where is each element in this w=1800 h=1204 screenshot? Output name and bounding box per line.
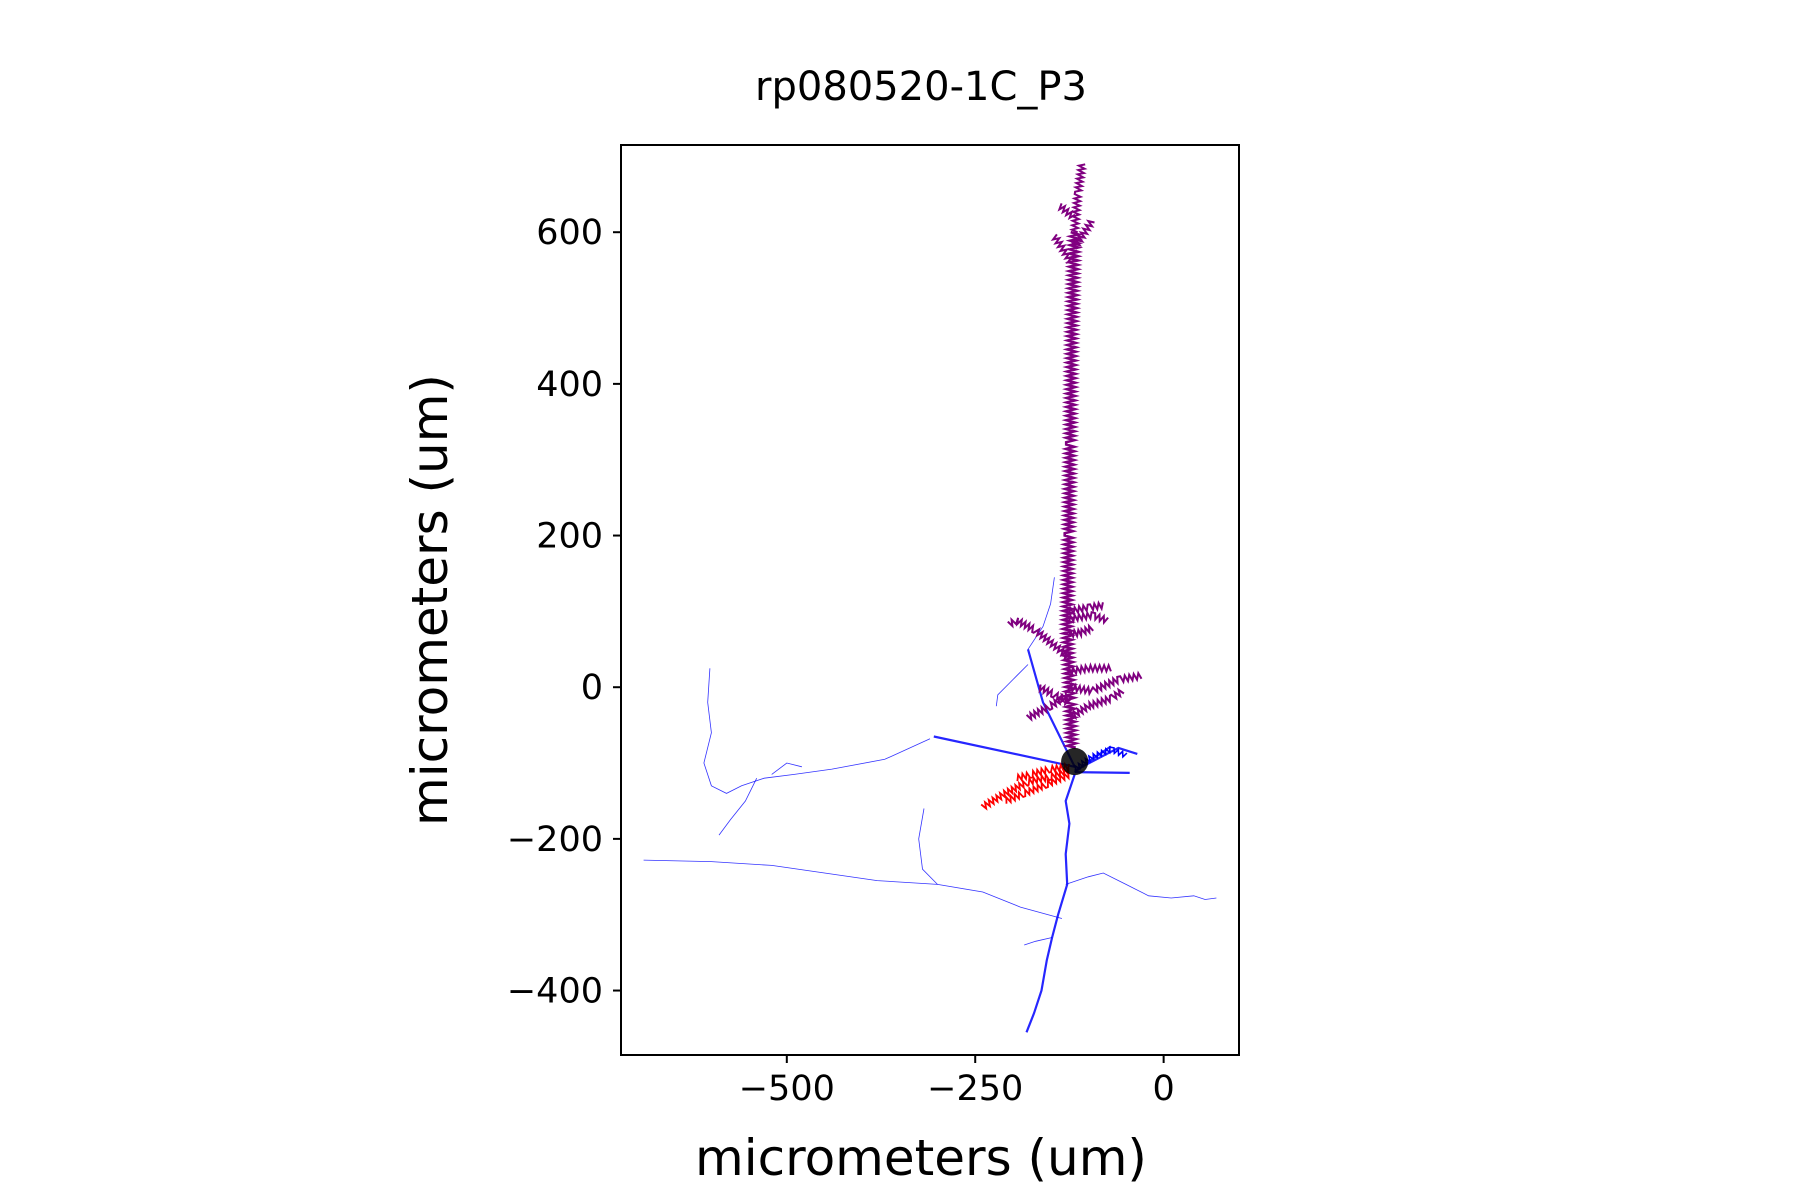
apical-dendrite-10: [1067, 670, 1143, 697]
y-tick-label: 0: [581, 668, 603, 708]
axon-thin-branch-5: [718, 778, 758, 836]
x-tick-label: 0: [1152, 1069, 1174, 1109]
axon-main-branch-0: [1025, 774, 1076, 1033]
apical-dendrite-3: [1071, 219, 1095, 250]
soma: [1061, 747, 1089, 776]
apical-dendrite-1: [1069, 163, 1088, 234]
chart-title: rp080520-1C_P3: [755, 64, 1087, 110]
basal-dendrite-1: [1005, 771, 1070, 805]
axon-thin-branch-7: [1065, 872, 1217, 900]
axon-main-branch-4: [1074, 771, 1130, 774]
apical-trunk: [1058, 230, 1084, 749]
axon-main-branch-3: [1074, 746, 1138, 772]
axon-main-branch-2: [933, 735, 1075, 768]
basal-dendrite-0: [980, 766, 1070, 811]
y-tick-label: 600: [536, 213, 603, 253]
axon-main-branch-1: [1026, 649, 1076, 768]
x-axis-ticks: −500 −250 0: [739, 1055, 1175, 1109]
apical-dendrite-13: [1038, 683, 1071, 707]
plot-area: [643, 163, 1217, 1033]
apical-dendrite-9: [1066, 662, 1112, 678]
apical-dendrite-5: [1007, 616, 1072, 661]
axon-thin-branch-0: [643, 859, 1063, 919]
axon-thin-branch-8: [1024, 937, 1053, 946]
y-tick-label: −200: [507, 820, 603, 860]
apical-dendrite-2: [1050, 233, 1075, 264]
axon-thin-branch-1: [918, 808, 938, 885]
axon-thin-branch-3: [995, 664, 1029, 707]
axon-thin-branch-2: [1027, 577, 1055, 650]
axon-thin-branch-6: [771, 762, 802, 775]
x-axis-label: micrometers (um): [695, 1129, 1147, 1187]
y-tick-label: −400: [507, 972, 603, 1012]
y-axis-ticks: −400 −200 0 200 400 600: [507, 213, 621, 1012]
y-axis-label: micrometers (um): [401, 374, 459, 826]
x-tick-label: −250: [927, 1069, 1023, 1109]
y-tick-label: 200: [536, 517, 603, 557]
apical-dendrite-8: [1068, 623, 1094, 640]
basal-dendrite-2: [1016, 761, 1070, 783]
apical-dendrite-6: [1068, 609, 1109, 626]
apical-dendrite-12: [1068, 687, 1125, 721]
axes-frame: [620, 144, 1240, 1056]
apical-dendrite-7: [1068, 600, 1104, 617]
apical-dendrite-4: [1057, 203, 1076, 221]
axon-thin-branch-4: [703, 668, 931, 794]
x-tick-label: −500: [739, 1069, 835, 1109]
y-tick-label: 400: [536, 365, 603, 405]
